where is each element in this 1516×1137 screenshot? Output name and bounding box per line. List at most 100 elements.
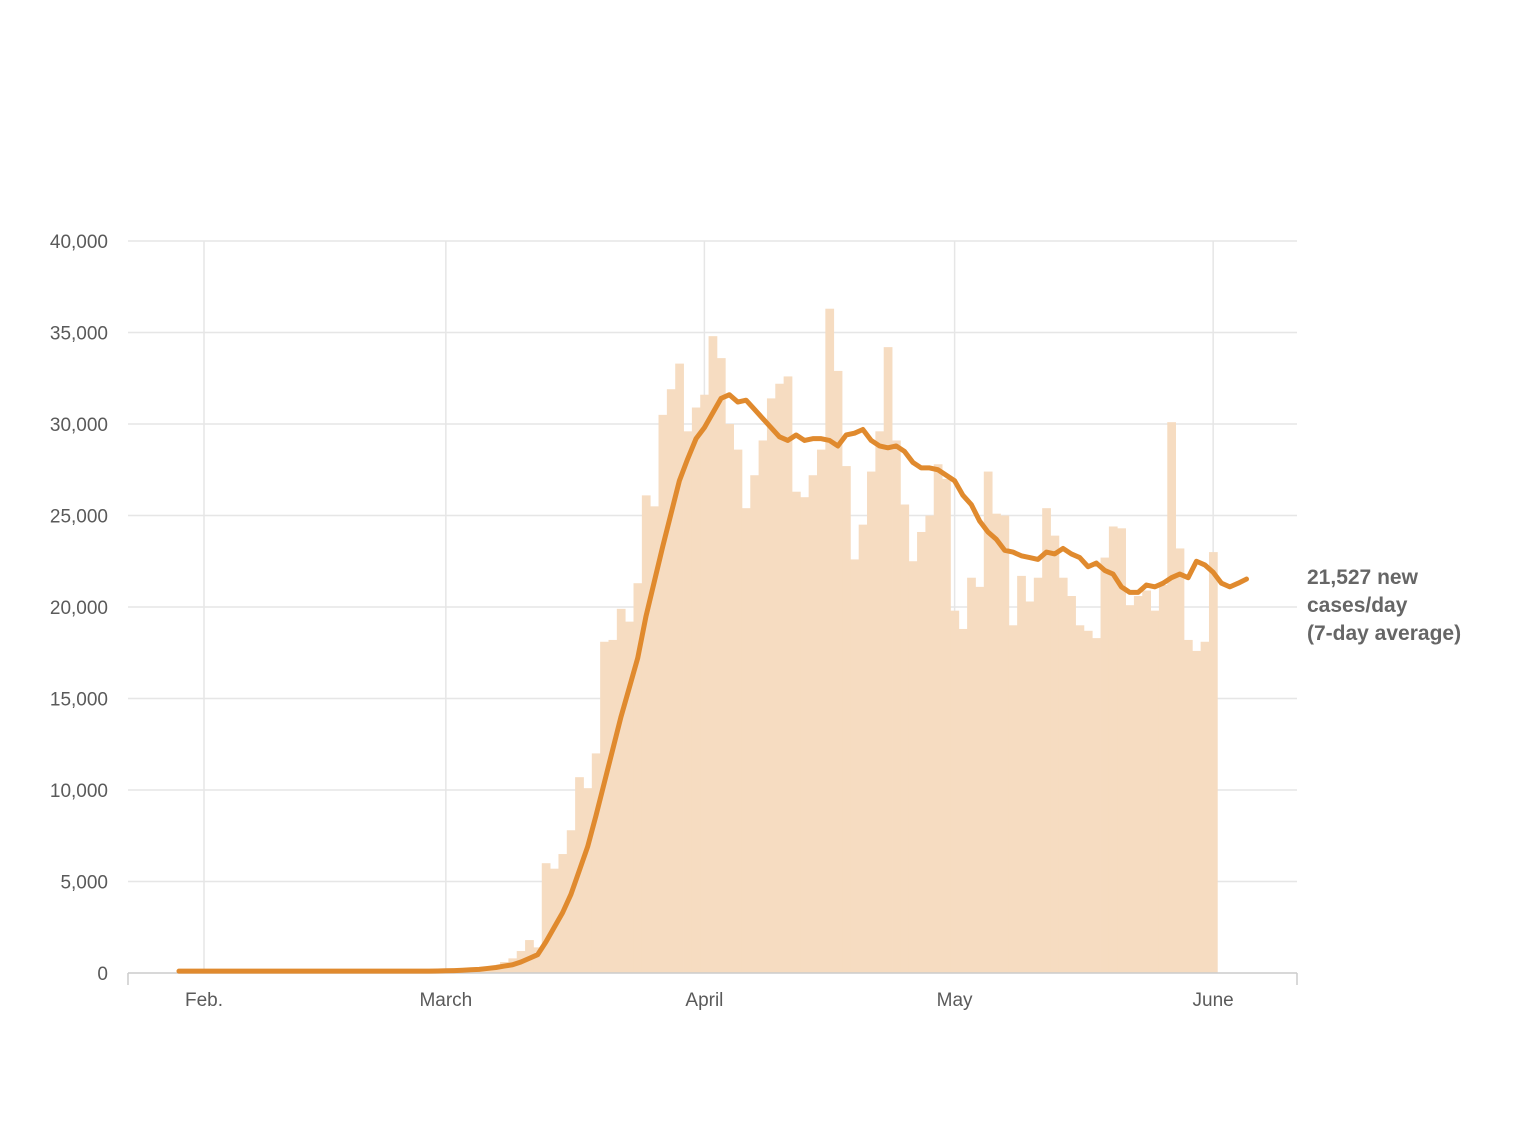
x-tick-label: Feb. bbox=[185, 990, 223, 1011]
daily-case-bar bbox=[1000, 515, 1010, 973]
daily-case-bar bbox=[633, 583, 643, 973]
daily-case-bar bbox=[867, 471, 876, 973]
daily-case-bar bbox=[967, 577, 976, 973]
daily-case-bar bbox=[1083, 630, 1093, 973]
daily-case-bar bbox=[1067, 596, 1076, 973]
daily-case-bar bbox=[1158, 585, 1168, 973]
daily-case-bar bbox=[825, 308, 835, 974]
daily-case-bar bbox=[783, 376, 793, 973]
daily-case-bar bbox=[883, 347, 893, 973]
daily-case-bar bbox=[1167, 422, 1177, 973]
daily-case-bar bbox=[758, 440, 768, 974]
y-tick-label: 35,000 bbox=[50, 324, 108, 345]
daily-case-bar bbox=[1192, 650, 1202, 973]
daily-case-bar bbox=[1042, 508, 1051, 973]
daily-case-bar bbox=[750, 475, 760, 973]
daily-case-bar bbox=[1133, 596, 1143, 973]
daily-bars bbox=[425, 308, 1218, 974]
daily-case-bar bbox=[1075, 625, 1085, 973]
daily-case-bar bbox=[608, 639, 618, 973]
y-tick-label: 10,000 bbox=[50, 781, 108, 802]
daily-case-bar bbox=[1058, 577, 1068, 973]
daily-case-bar bbox=[908, 561, 918, 973]
daily-case-bar bbox=[892, 440, 901, 974]
y-tick-label: 25,000 bbox=[50, 507, 108, 528]
daily-case-bar bbox=[533, 947, 543, 973]
daily-case-bar bbox=[950, 610, 960, 973]
daily-case-bar bbox=[666, 389, 676, 974]
daily-case-bar bbox=[942, 478, 951, 973]
daily-case-bar bbox=[1150, 610, 1160, 973]
x-axis bbox=[127, 972, 1298, 985]
daily-case-bar bbox=[1117, 528, 1126, 973]
annotation-line-2: cases/day bbox=[1307, 594, 1408, 617]
daily-case-bar bbox=[566, 830, 576, 973]
daily-case-bar bbox=[958, 628, 968, 973]
daily-case-bar bbox=[733, 449, 743, 973]
daily-case-bar bbox=[1183, 639, 1193, 973]
daily-case-bar bbox=[833, 370, 843, 973]
daily-case-bar bbox=[842, 466, 851, 973]
x-tick-label: June bbox=[1193, 990, 1234, 1011]
x-tick-label: May bbox=[937, 990, 973, 1011]
y-tick-label: 15,000 bbox=[50, 690, 108, 711]
daily-case-bar bbox=[708, 336, 718, 973]
daily-case-bar bbox=[1025, 601, 1035, 973]
daily-case-bar bbox=[691, 407, 701, 973]
daily-case-bar bbox=[741, 508, 751, 973]
daily-case-bar bbox=[816, 449, 826, 973]
daily-case-bar bbox=[975, 586, 985, 973]
daily-case-bar bbox=[716, 358, 726, 973]
daily-case-bar bbox=[650, 506, 659, 973]
daily-case-bar bbox=[983, 471, 993, 973]
daily-case-bar bbox=[583, 788, 593, 973]
y-tick-label: 5,000 bbox=[60, 873, 108, 894]
daily-case-bar bbox=[917, 531, 926, 973]
daily-case-bar bbox=[766, 398, 776, 973]
daily-case-bar bbox=[658, 414, 668, 974]
y-tick-label: 20,000 bbox=[50, 598, 108, 619]
daily-case-bar bbox=[933, 464, 943, 973]
daily-case-bar bbox=[808, 475, 818, 973]
annotation-line-3: (7-day average) bbox=[1307, 622, 1461, 645]
daily-case-bar bbox=[591, 753, 601, 973]
seven-day-average-line bbox=[176, 392, 1249, 974]
y-tick-label: 30,000 bbox=[50, 415, 108, 436]
daily-case-bar bbox=[600, 641, 609, 973]
annotation-line-1: 21,527 new bbox=[1307, 566, 1419, 589]
daily-case-bar bbox=[800, 497, 810, 973]
daily-case-bar bbox=[1175, 548, 1185, 973]
daily-case-bar bbox=[1050, 535, 1060, 973]
daily-case-bar bbox=[1125, 605, 1135, 973]
daily-case-bar bbox=[1200, 641, 1210, 973]
daily-case-bar bbox=[791, 491, 801, 973]
x-tick-label: April bbox=[685, 990, 723, 1011]
y-tick-label: 40,000 bbox=[50, 232, 108, 253]
daily-case-bar bbox=[725, 424, 734, 973]
daily-case-bar bbox=[683, 431, 693, 973]
daily-case-bar bbox=[858, 524, 868, 973]
y-tick-label: 0 bbox=[97, 964, 108, 985]
daily-case-bar bbox=[700, 394, 709, 974]
daily-case-bar bbox=[925, 515, 935, 973]
daily-case-bar bbox=[775, 383, 785, 973]
daily-case-bar bbox=[541, 863, 551, 973]
daily-case-bar bbox=[1008, 625, 1018, 973]
daily-case-bar bbox=[1033, 577, 1043, 973]
daily-case-bar bbox=[1142, 590, 1151, 973]
tick-labels: 0 5,000 10,000 15,000 20,000 25,000 30,000 35,0… bbox=[50, 232, 1234, 1011]
daily-case-bar bbox=[875, 431, 885, 973]
average-line-group bbox=[176, 392, 1249, 974]
daily-case-bar bbox=[641, 495, 651, 973]
daily-case-bar bbox=[1208, 552, 1218, 973]
line-annotation: 21,527 new cases/day (7-day average) bbox=[1307, 566, 1461, 645]
daily-case-bar bbox=[850, 559, 860, 973]
daily-case-bar bbox=[675, 363, 684, 973]
daily-case-bar bbox=[900, 504, 910, 973]
daily-case-bar bbox=[616, 608, 626, 973]
x-tick-label: March bbox=[419, 990, 472, 1011]
daily-case-bar bbox=[1092, 638, 1101, 973]
daily-case-bar bbox=[625, 621, 634, 973]
daily-case-bar bbox=[1100, 557, 1110, 973]
